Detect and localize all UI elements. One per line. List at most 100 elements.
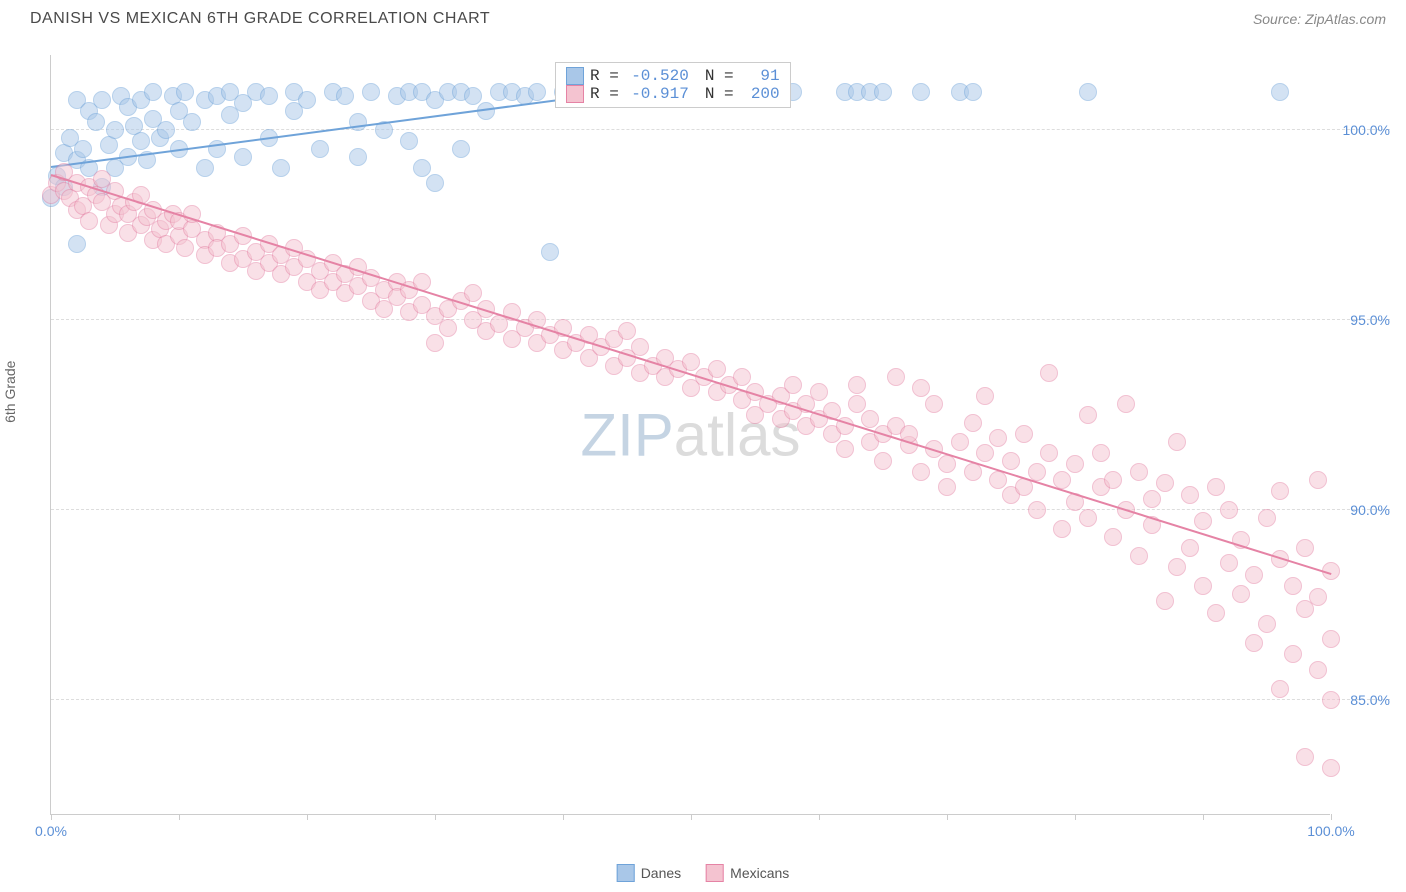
trend-line [51,174,1332,575]
data-point [1258,509,1276,527]
data-point [1220,554,1238,572]
x-tick [819,814,820,820]
data-point [1015,425,1033,443]
data-point [1168,433,1186,451]
data-point [1028,501,1046,519]
data-point [74,140,92,158]
plot-area: ZIPatlas 85.0%90.0%95.0%100.0%0.0%100.0% [50,55,1330,815]
data-point [925,395,943,413]
stat-legend-row: R = -0.520 N = 91 [566,67,780,85]
y-tick-label: 100.0% [1343,122,1390,138]
data-point [1130,463,1148,481]
data-point [1194,512,1212,530]
x-tick [1331,814,1332,820]
data-point [887,368,905,386]
data-point [1271,482,1289,500]
x-tick [1203,814,1204,820]
stat-r-label: R = [590,67,619,85]
bottom-legend: Danes Mexicans [617,864,790,882]
data-point [836,440,854,458]
data-point [1194,577,1212,595]
data-point [848,395,866,413]
data-point [87,113,105,131]
data-point [1322,759,1340,777]
data-point [1322,630,1340,648]
data-point [349,148,367,166]
data-point [861,410,879,428]
data-point [183,113,201,131]
data-point [912,379,930,397]
data-point [68,235,86,253]
x-tick [307,814,308,820]
data-point [733,368,751,386]
stat-legend-row: R =-0.917N =200 [566,85,780,103]
data-point [464,87,482,105]
data-point [784,376,802,394]
x-tick [691,814,692,820]
data-point [1053,520,1071,538]
data-point [426,174,444,192]
legend-label: Danes [641,865,681,881]
stat-legend: R = -0.520 N = 91R =-0.917N =200 [555,62,791,108]
stat-n-value: 200 [740,85,780,103]
data-point [1053,471,1071,489]
data-point [1040,444,1058,462]
x-tick [1075,814,1076,820]
y-axis-label: 6th Grade [2,361,18,423]
data-point [1040,364,1058,382]
data-point [413,159,431,177]
data-point [80,212,98,230]
data-point [951,433,969,451]
data-point [336,87,354,105]
y-tick-label: 95.0% [1350,312,1390,328]
data-point [1271,680,1289,698]
data-point [810,383,828,401]
data-point [912,463,930,481]
data-point [439,319,457,337]
data-point [618,322,636,340]
x-tick [51,814,52,820]
data-point [1296,748,1314,766]
data-point [1079,509,1097,527]
data-point [1232,585,1250,603]
gridline [51,319,1390,320]
data-point [1079,406,1097,424]
data-point [176,83,194,101]
data-point [708,360,726,378]
data-point [1104,528,1122,546]
data-point [1092,444,1110,462]
y-tick-label: 85.0% [1350,692,1390,708]
data-point [682,353,700,371]
data-point [938,455,956,473]
x-tick-label: 100.0% [1307,823,1354,839]
data-point [260,87,278,105]
data-point [1130,547,1148,565]
data-point [1258,615,1276,633]
data-point [976,444,994,462]
data-point [848,376,866,394]
data-point [298,91,316,109]
legend-item: Danes [617,864,681,882]
stat-r-value: -0.520 [625,67,689,85]
data-point [93,91,111,109]
data-point [1181,486,1199,504]
x-tick [563,814,564,820]
data-point [1143,490,1161,508]
legend-item: Mexicans [706,864,789,882]
data-point [234,148,252,166]
stat-n-label: N = [705,67,734,85]
data-point [1245,566,1263,584]
gridline [51,129,1390,130]
data-point [912,83,930,101]
data-point [1271,83,1289,101]
data-point [1284,645,1302,663]
data-point [1156,474,1174,492]
data-point [1284,577,1302,595]
stat-n-value: 91 [740,67,780,85]
data-point [196,159,214,177]
data-point [1168,558,1186,576]
data-point [362,83,380,101]
data-point [1309,471,1327,489]
data-point [349,113,367,131]
data-point [1207,604,1225,622]
